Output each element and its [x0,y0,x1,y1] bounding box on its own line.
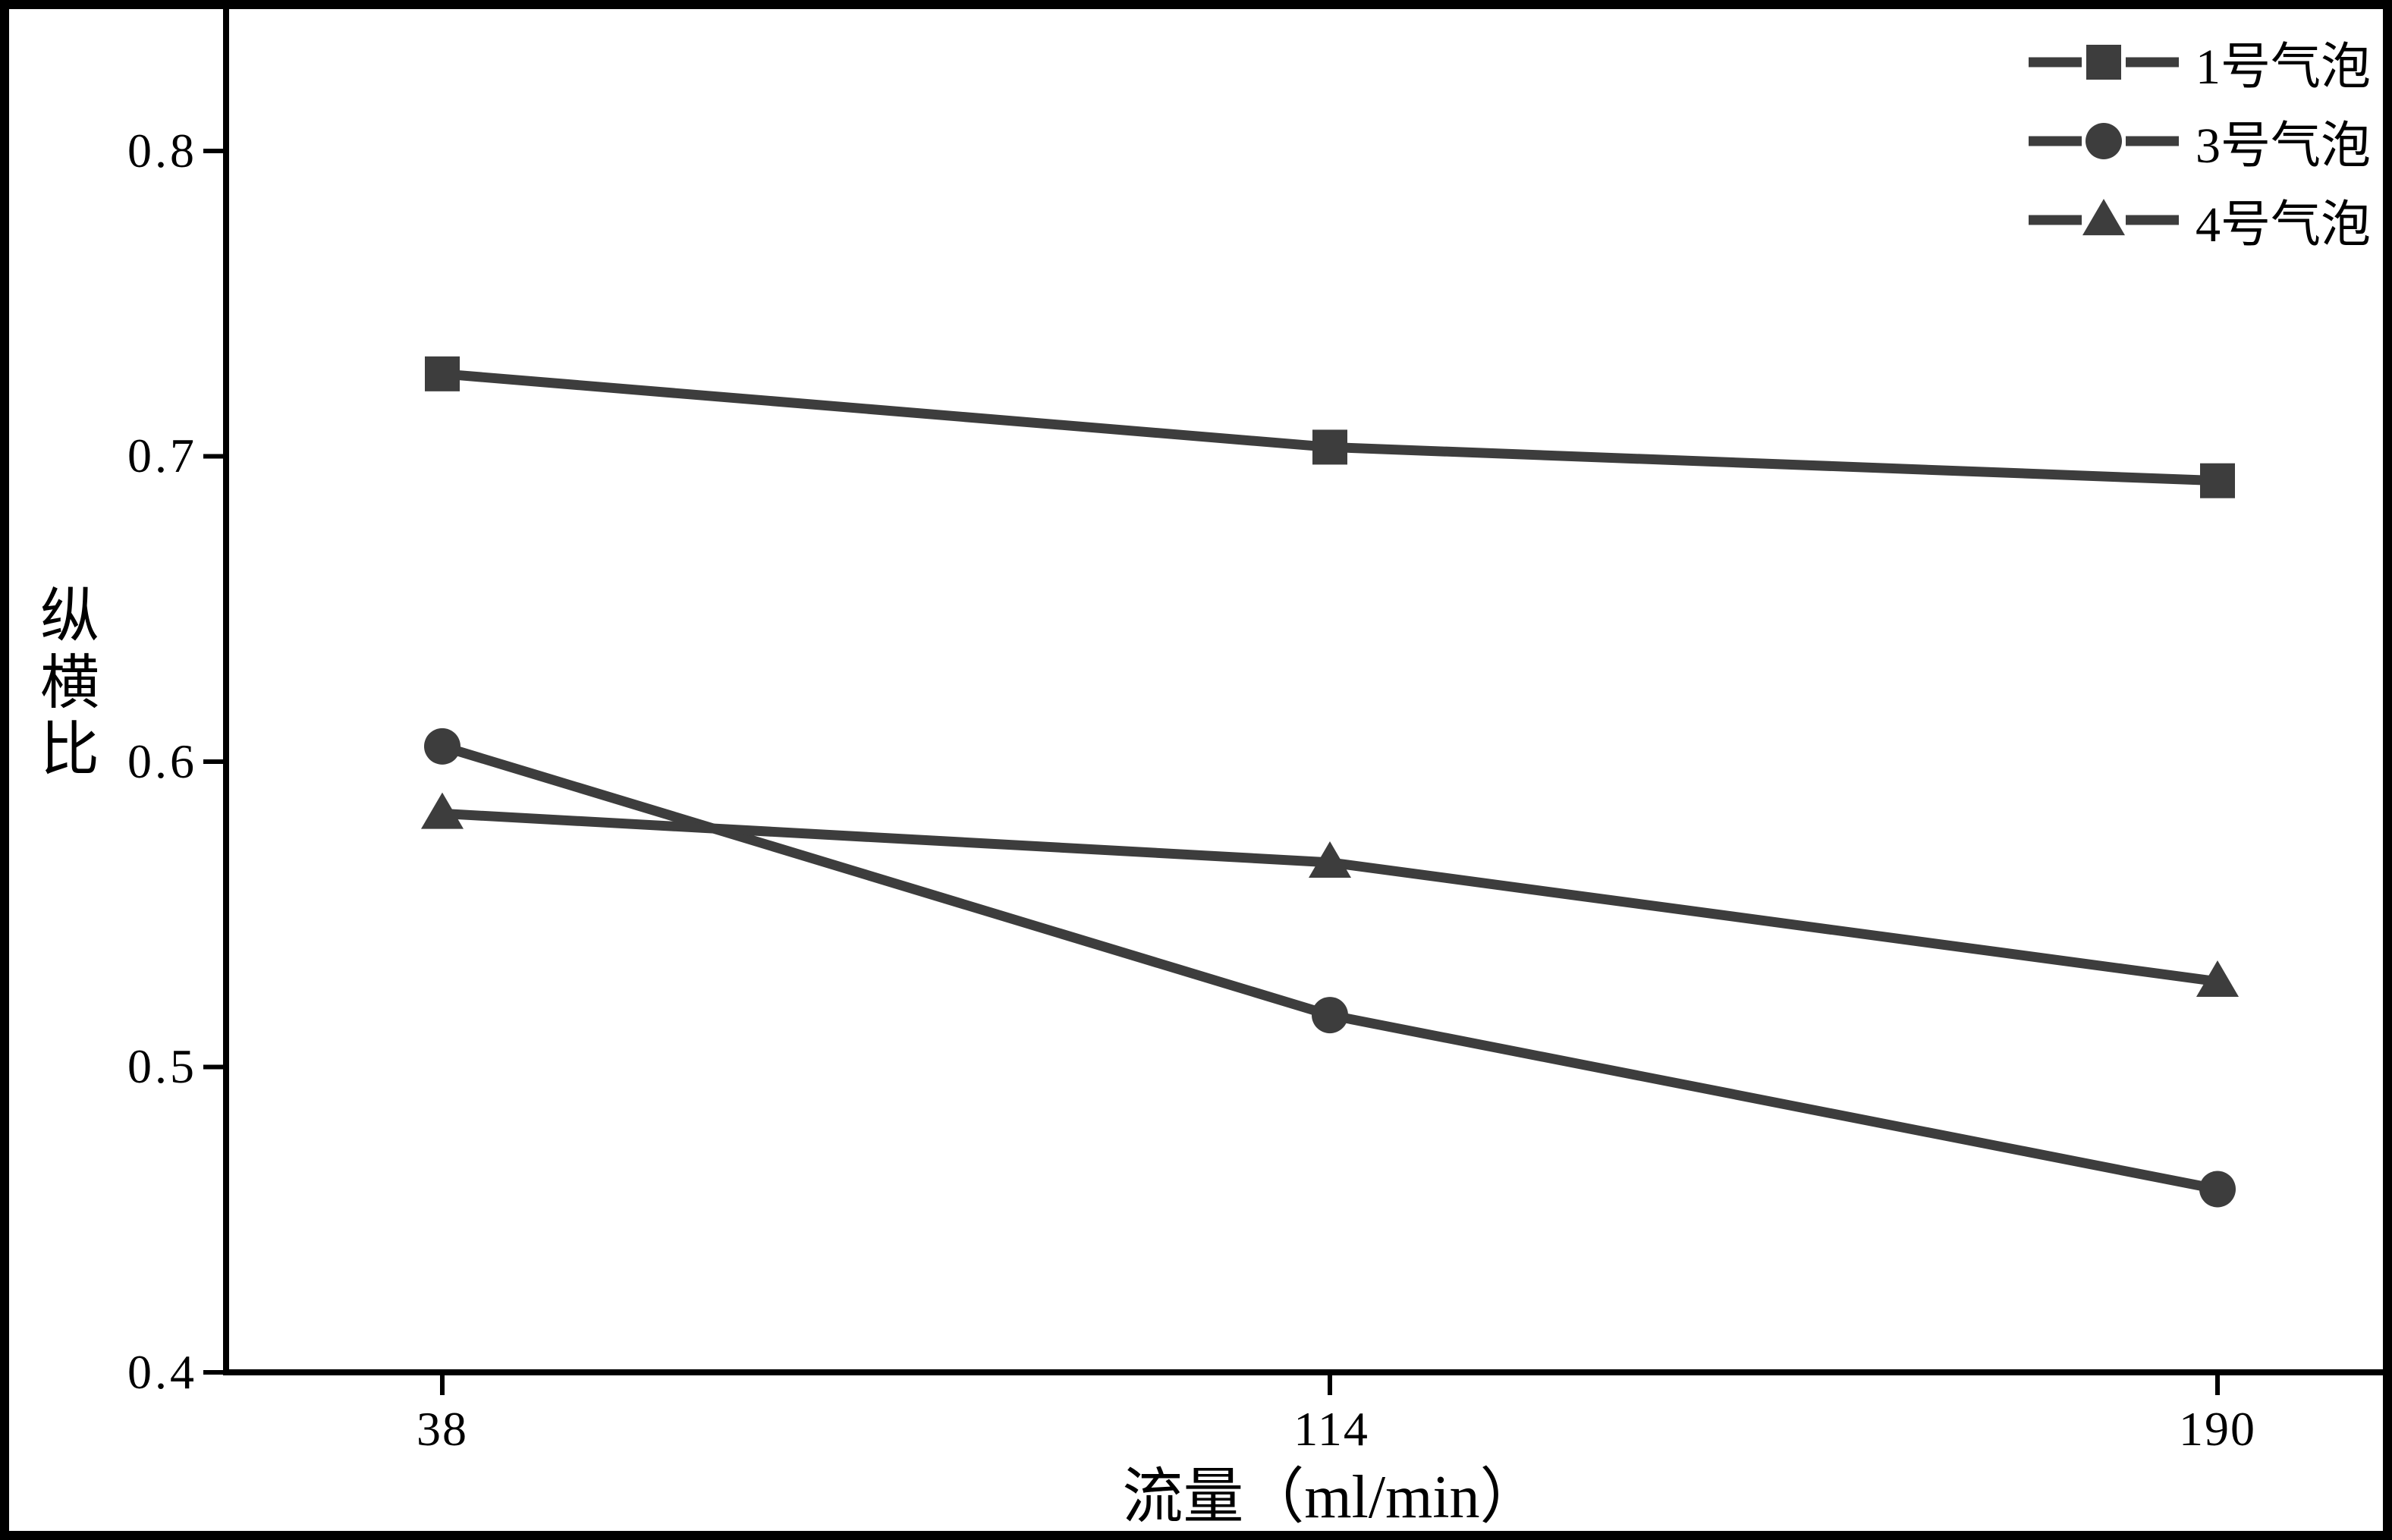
x-tick-label: 190 [2179,1402,2256,1456]
legend-square-marker-icon [2029,45,2179,80]
x-axis-title: 流量（ml/min） [1122,1464,1541,1531]
legend-item: 1号气泡 [2024,26,2371,99]
y-tick-label: 0.7 [127,429,197,482]
axes [223,9,2383,1375]
data-series [421,356,2239,1208]
y-tick-label: 0.4 [127,1345,197,1399]
legend-triangle-marker-icon [2029,199,2179,236]
tick-marks [203,149,2220,1395]
x-tick-label: 38 [416,1402,468,1456]
y-axis-title: 纵横比 [32,584,98,784]
y-tick-label: 0.6 [127,734,197,788]
legend: 1号气泡 3号气泡 4号气泡 [2024,26,2371,256]
legend-circle-marker-icon [2029,123,2179,159]
legend-item: 4号气泡 [2024,184,2371,256]
legend-label: 1号气泡 [2196,39,2371,95]
y-tick-label: 0.8 [127,124,197,178]
legend-label: 4号气泡 [2196,197,2371,253]
x-tick-label: 114 [1293,1402,1369,1456]
legend-label: 3号气泡 [2196,118,2371,174]
legend-item: 3号气泡 [2024,105,2371,178]
y-tick-label: 0.5 [127,1039,197,1093]
